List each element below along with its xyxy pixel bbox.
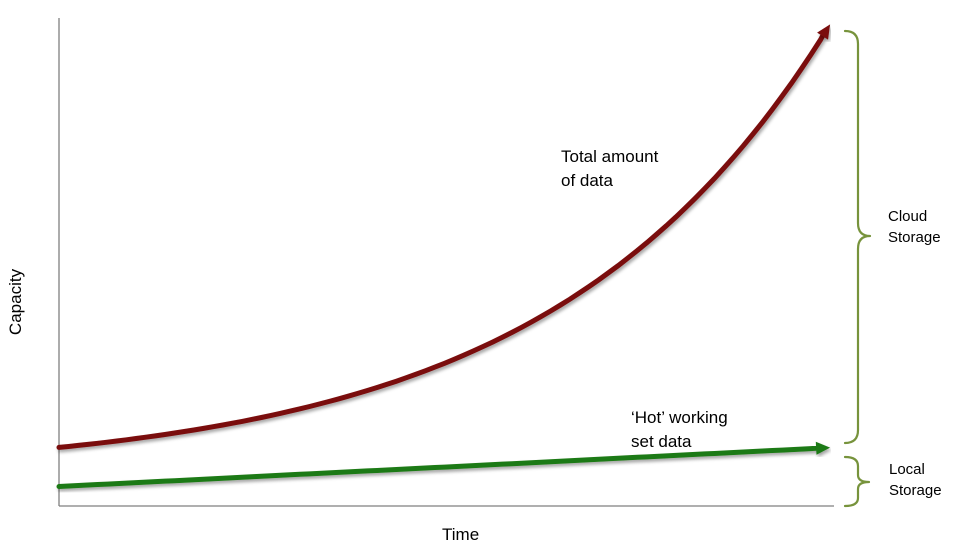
local-storage-bracket bbox=[843, 455, 871, 508]
cloud-storage-label-line-1: Cloud bbox=[888, 208, 928, 225]
series-total-data-line bbox=[56, 33, 825, 450]
cloud-storage-label-line-2: Storage bbox=[888, 229, 941, 246]
cloud-storage-label: Cloud Storage bbox=[888, 206, 941, 248]
series-hot-data-label-line-2: set data bbox=[631, 432, 692, 451]
series-hot-data-label-line-1: ‘Hot’ working bbox=[631, 408, 728, 427]
local-storage-label-line-2: Storage bbox=[889, 482, 942, 499]
series-hot-data-line bbox=[56, 445, 819, 489]
y-axis-title: Capacity bbox=[6, 268, 26, 336]
series-total-data-label-line-2: of data bbox=[561, 171, 613, 190]
series-total-data-label-line-1: Total amount bbox=[561, 147, 659, 166]
series-total-data-label: Total amount of data bbox=[561, 145, 658, 193]
local-storage-label: Local Storage bbox=[889, 459, 942, 501]
cloud-storage-bracket bbox=[843, 29, 872, 445]
series-total-data-arrowhead bbox=[817, 24, 831, 40]
x-axis-title: Time bbox=[442, 525, 480, 544]
series-hot-data-arrowhead bbox=[815, 441, 831, 455]
series-hot-data-label: ‘Hot’ working set data bbox=[631, 406, 728, 454]
local-storage-label-line-1: Local bbox=[889, 461, 925, 478]
